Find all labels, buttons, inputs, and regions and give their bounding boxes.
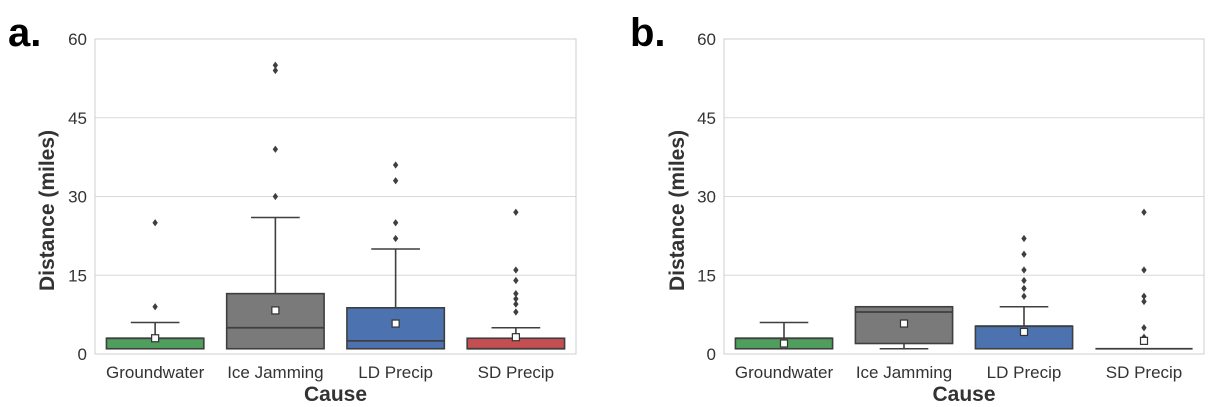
outlier-point (272, 145, 279, 153)
outlier-point (1021, 292, 1027, 300)
outlier-point (513, 308, 519, 316)
mean-marker (1139, 336, 1149, 345)
outlier-point (513, 295, 519, 303)
outlier-point (1021, 266, 1027, 274)
mean-marker (779, 339, 789, 348)
outlier-point (1021, 276, 1027, 285)
mean-marker (391, 319, 400, 328)
outlier-point (272, 66, 279, 75)
box-sd-precip (466, 208, 566, 350)
outlier-point (513, 300, 519, 308)
outlier-point (152, 303, 158, 311)
y-tick-label: 0 (78, 345, 87, 364)
outlier-point (392, 161, 399, 169)
box-sd-precip (1095, 208, 1193, 350)
outlier-point (1141, 292, 1147, 300)
x-tick-label: SD Precip (1106, 363, 1183, 382)
outlier-point (1021, 284, 1027, 292)
x-tick-label: Groundwater (735, 363, 834, 382)
mean-marker (899, 319, 909, 328)
outlier-point (1141, 324, 1147, 332)
x-tick-label: SD Precip (478, 363, 555, 382)
outlier-point (513, 266, 519, 274)
box-ld-precip (346, 161, 446, 350)
y-tick-label: 15 (68, 266, 87, 285)
box-ice-jamming (225, 61, 325, 350)
y-axis-label: Distance (miles) (666, 130, 689, 291)
box-groundwater (734, 321, 834, 350)
box-body (346, 306, 446, 350)
outlier-point (1141, 297, 1147, 306)
mean-marker (1019, 327, 1029, 337)
y-axis-label: Distance (miles) (36, 130, 59, 291)
outlier-point (513, 276, 519, 285)
y-tick-label: 0 (707, 345, 716, 364)
mean-marker (151, 334, 160, 343)
box-ice-jamming (854, 305, 954, 350)
x-tick-label: LD Precip (358, 363, 433, 382)
box-ld-precip (974, 234, 1074, 350)
chart-panel-2: b. 0 15 30 45 60 Groundwater Ice Jamming LD Prec… (630, 11, 1205, 406)
plot-frame (94, 38, 577, 355)
y-tick-label: 15 (697, 266, 716, 285)
outlier-point (513, 290, 519, 298)
outlier-point (392, 219, 399, 227)
outlier-point (392, 177, 399, 185)
outlier-point (1021, 234, 1027, 243)
outlier-point (1141, 208, 1147, 216)
y-tick-label: 45 (697, 109, 716, 128)
plot-frame (723, 38, 1205, 355)
outlier-point (513, 208, 519, 216)
panel-label: b. (630, 11, 666, 55)
y-tick-label: 30 (697, 188, 716, 207)
y-tick-label: 60 (68, 30, 87, 49)
mean-marker (511, 333, 520, 342)
outlier-point (1141, 266, 1147, 274)
box-body (225, 292, 325, 350)
outlier-point (152, 219, 158, 227)
y-tick-label: 30 (68, 188, 87, 207)
outlier-point (272, 192, 279, 201)
chart-panel-1: a. 0 15 30 45 60 Groundwater Ice Jamming LD Prec… (8, 11, 577, 406)
y-tick-label: 45 (68, 109, 87, 128)
x-axis-label: Cause (932, 383, 995, 406)
outlier-point (272, 61, 279, 69)
x-tick-label: Groundwater (106, 363, 205, 382)
x-tick-label: Ice Jamming (227, 363, 323, 382)
x-axis-label: Cause (304, 383, 367, 406)
mean-marker (271, 306, 280, 315)
outlier-point (392, 234, 399, 243)
box-groundwater (105, 219, 205, 350)
x-tick-label: LD Precip (987, 363, 1062, 382)
outlier-point (1021, 250, 1027, 258)
x-tick-label: Ice Jamming (856, 363, 952, 382)
y-tick-label: 60 (697, 30, 716, 49)
panel-label: a. (8, 11, 41, 55)
